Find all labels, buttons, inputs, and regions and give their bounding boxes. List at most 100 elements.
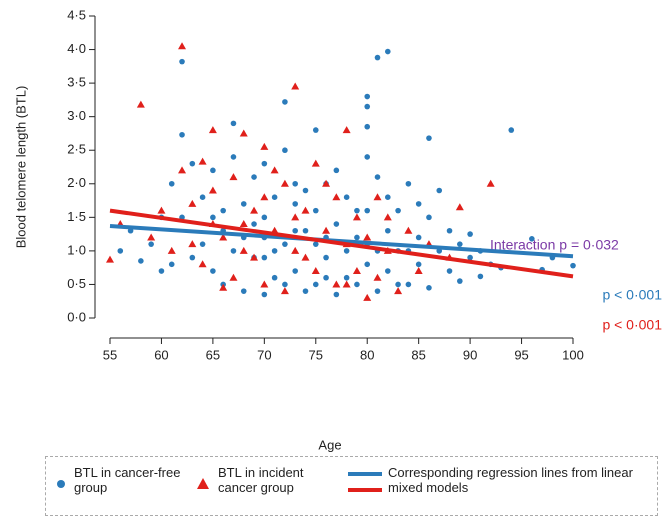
point bbox=[342, 126, 351, 134]
point bbox=[229, 173, 238, 181]
point bbox=[363, 233, 372, 241]
point bbox=[167, 246, 176, 254]
x-tick-label: 70 bbox=[257, 347, 271, 362]
point bbox=[486, 179, 495, 187]
point bbox=[385, 48, 391, 55]
point bbox=[230, 248, 237, 254]
point bbox=[426, 214, 432, 221]
y-tick-label: 2·0 bbox=[67, 175, 86, 190]
x-tick-label: 75 bbox=[309, 347, 323, 362]
point bbox=[343, 194, 350, 200]
point bbox=[210, 167, 216, 174]
point bbox=[230, 154, 237, 160]
x-tick-label: 65 bbox=[206, 347, 220, 362]
point bbox=[570, 262, 576, 269]
legend-marker bbox=[197, 478, 209, 489]
point bbox=[188, 240, 197, 248]
x-tick-label: 55 bbox=[103, 347, 117, 362]
y-tick-label: 0·5 bbox=[67, 276, 86, 291]
point bbox=[414, 267, 423, 275]
point bbox=[179, 131, 185, 138]
legend-lines bbox=[348, 472, 382, 492]
point bbox=[230, 120, 237, 127]
point bbox=[198, 157, 207, 165]
legend-marker bbox=[57, 480, 65, 488]
point bbox=[312, 207, 319, 214]
point bbox=[250, 206, 259, 214]
point bbox=[280, 179, 289, 187]
point bbox=[405, 281, 412, 288]
point bbox=[148, 241, 154, 247]
point bbox=[106, 255, 114, 263]
y-tick-label: 3·5 bbox=[67, 75, 86, 90]
x-tick-label: 90 bbox=[463, 347, 477, 362]
x-tick-label: 95 bbox=[514, 347, 528, 362]
x-tick-label: 60 bbox=[154, 347, 168, 362]
point bbox=[311, 159, 320, 167]
point bbox=[251, 221, 257, 227]
point bbox=[292, 201, 299, 207]
point bbox=[210, 214, 216, 221]
point bbox=[529, 236, 535, 242]
legend: BTL in cancer-free group BTL in incident… bbox=[45, 456, 658, 516]
point bbox=[188, 199, 197, 207]
point bbox=[333, 291, 340, 298]
y-tick-label: 1·5 bbox=[67, 209, 86, 224]
point bbox=[251, 174, 257, 180]
point bbox=[342, 280, 351, 288]
point bbox=[239, 246, 248, 254]
point bbox=[426, 285, 432, 291]
point bbox=[364, 123, 371, 130]
point bbox=[312, 241, 319, 247]
point bbox=[415, 201, 422, 207]
point bbox=[302, 288, 309, 294]
point bbox=[147, 233, 156, 241]
regression-line bbox=[109, 224, 574, 259]
chart: Age Blood telomere length (BTL) 0·0 0·5 1·… bbox=[13, 7, 662, 452]
point bbox=[446, 227, 453, 234]
point bbox=[343, 274, 350, 281]
point bbox=[364, 261, 371, 268]
point bbox=[374, 54, 381, 61]
point bbox=[240, 201, 247, 207]
point bbox=[364, 103, 371, 110]
point bbox=[260, 280, 269, 288]
point bbox=[354, 281, 360, 288]
point bbox=[354, 207, 360, 214]
legend-label: Corresponding regression lines from line… bbox=[388, 465, 633, 495]
point bbox=[405, 180, 412, 187]
point bbox=[189, 254, 196, 261]
annotation: p < 0·001 bbox=[602, 287, 662, 303]
point bbox=[168, 180, 175, 187]
point bbox=[280, 287, 289, 295]
point bbox=[178, 166, 187, 174]
point bbox=[199, 241, 206, 247]
y-tick-label: 2·5 bbox=[67, 142, 86, 157]
annotation: Interaction p = 0·032 bbox=[490, 237, 619, 253]
point bbox=[157, 206, 166, 214]
point bbox=[261, 291, 268, 298]
point bbox=[322, 226, 331, 234]
point bbox=[239, 220, 248, 228]
point bbox=[261, 254, 268, 261]
point bbox=[208, 186, 217, 194]
point bbox=[208, 126, 217, 134]
point bbox=[291, 82, 300, 90]
point bbox=[271, 248, 278, 254]
point bbox=[292, 227, 299, 234]
point bbox=[383, 213, 392, 221]
point bbox=[311, 267, 320, 275]
point bbox=[271, 274, 278, 281]
point bbox=[261, 160, 268, 167]
point bbox=[220, 207, 226, 214]
point bbox=[354, 234, 360, 241]
point bbox=[168, 261, 175, 268]
point bbox=[457, 278, 463, 284]
point bbox=[352, 267, 361, 275]
x-axis-label: Age bbox=[318, 437, 341, 452]
point bbox=[136, 100, 145, 108]
point bbox=[467, 231, 473, 237]
point bbox=[508, 127, 515, 133]
point bbox=[395, 207, 401, 214]
point bbox=[282, 241, 288, 247]
